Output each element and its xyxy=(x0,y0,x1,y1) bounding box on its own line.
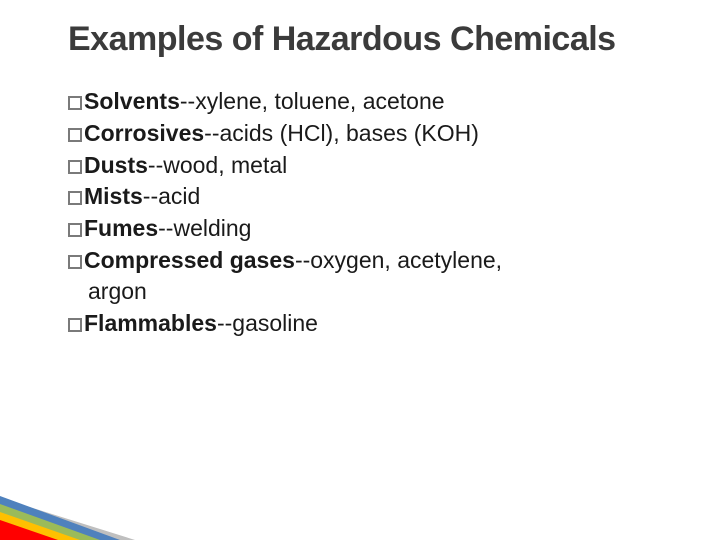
item-bold: Dusts xyxy=(84,152,148,178)
list-item-continuation: argon xyxy=(68,276,680,308)
slide-title: Examples of Hazardous Chemicals xyxy=(68,20,680,58)
list-item: Fumes--welding xyxy=(68,213,680,245)
item-rest: --acid xyxy=(143,183,201,209)
list-item: Solvents--xylene, toluene, acetone xyxy=(68,86,680,118)
square-bullet-icon xyxy=(68,96,82,110)
square-bullet-icon xyxy=(68,191,82,205)
item-bold: Fumes xyxy=(84,215,158,241)
list-item: Dusts--wood, metal xyxy=(68,150,680,182)
item-bold: Corrosives xyxy=(84,120,204,146)
item-rest: --welding xyxy=(158,215,251,241)
item-rest: --acids (HCl), bases (KOH) xyxy=(204,120,479,146)
list-item: Mists--acid xyxy=(68,181,680,213)
item-rest: --wood, metal xyxy=(148,152,287,178)
slide: Examples of Hazardous Chemicals Solvents… xyxy=(0,0,720,540)
item-bold: Flammables xyxy=(84,310,217,336)
list-item: Corrosives--acids (HCl), bases (KOH) xyxy=(68,118,680,150)
square-bullet-icon xyxy=(68,160,82,174)
square-bullet-icon xyxy=(68,255,82,269)
square-bullet-icon xyxy=(68,128,82,142)
item-rest: --gasoline xyxy=(217,310,318,336)
square-bullet-icon xyxy=(68,223,82,237)
item-bold: Compressed gases xyxy=(84,247,295,273)
item-bold: Mists xyxy=(84,183,143,209)
square-bullet-icon xyxy=(68,318,82,332)
list-item: Flammables--gasoline xyxy=(68,308,680,340)
item-rest: --oxygen, acetylene, xyxy=(295,247,502,273)
bullet-list: Solvents--xylene, toluene, acetone Corro… xyxy=(68,86,680,340)
item-bold: Solvents xyxy=(84,88,180,114)
item-rest: --xylene, toluene, acetone xyxy=(180,88,445,114)
item-continuation: argon xyxy=(88,278,147,304)
corner-accent-icon xyxy=(0,490,170,540)
list-item: Compressed gases--oxygen, acetylene, xyxy=(68,245,680,277)
